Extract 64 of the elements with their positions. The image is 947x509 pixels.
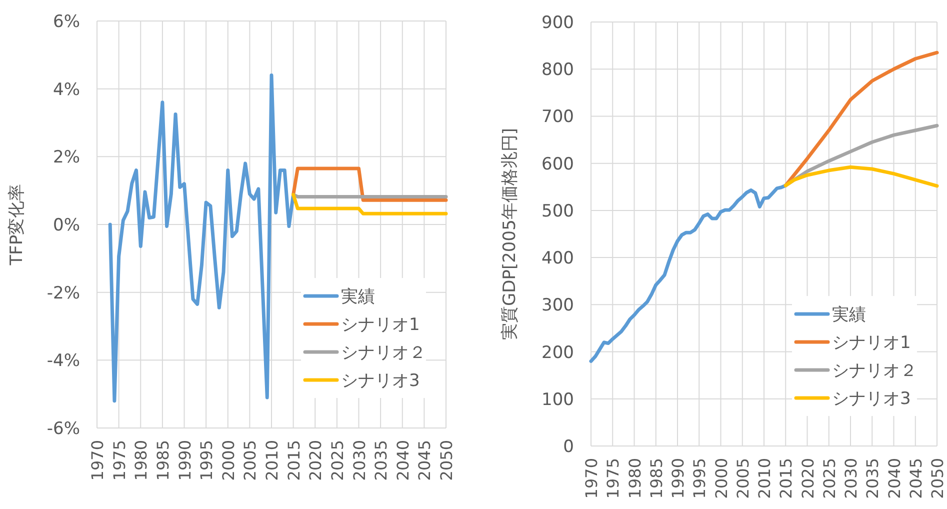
x-tick-label: 2050 [928,458,947,499]
x-tick-label: 1975 [604,458,623,499]
x-tick-label: 2020 [798,458,818,499]
x-tick-label: 2020 [306,440,326,481]
x-tick-label: 2025 [328,440,347,481]
y-axis-title: 実質GDP[2005年価格兆円] [500,128,520,340]
x-tick-label: 1970 [582,458,601,499]
x-tick-label: 2045 [415,440,434,481]
x-tick-label: 2000 [218,440,238,481]
x-tick-label: 2000 [712,458,731,499]
x-tick-label: 2050 [437,440,456,481]
legend-label: シナリオ3 [341,371,420,391]
y-tick-label: -4% [46,351,80,372]
line-series [589,184,788,363]
y-tick-label: 0% [53,216,80,236]
x-tick-label: 1990 [175,440,194,481]
legend-label: シナリオ1 [832,333,911,353]
x-tick-label: 2040 [884,458,904,499]
y-tick-label: 300 [542,296,574,316]
y-tick-label: 200 [542,342,574,363]
y-tick-label: 900 [542,13,574,33]
y-tick-label: -2% [46,283,80,304]
x-tick-label: 2010 [262,440,282,481]
y-axis-title: TFP変化率 [7,184,27,266]
x-tick-label: 2005 [733,458,752,499]
legend-label: シナリオ２ [832,361,917,381]
y-tick-label: 4% [53,80,80,100]
y-tick-label: 6% [53,12,80,32]
x-tick-label: 2045 [906,458,926,499]
legend-label: 実績 [832,305,866,325]
y-tick-label: 100 [542,390,574,410]
y-tick-label: 0 [563,437,574,457]
x-tick-label: 2025 [820,458,839,499]
y-tick-label: 500 [542,201,574,222]
x-tick-label: 1985 [153,440,172,481]
line-series [108,74,296,403]
x-tick-label: 1995 [197,440,216,481]
x-tick-label: 1970 [88,440,107,481]
x-tick-label: 1975 [110,440,129,481]
x-tick-label: 2015 [284,440,304,481]
x-tick-label: 1985 [646,458,666,499]
x-tick-label: 2035 [372,440,391,481]
x-tick-label: 2015 [776,458,796,499]
y-tick-label: 700 [542,107,574,128]
line-series [784,165,939,188]
x-tick-label: 2040 [393,440,412,481]
y-tick-label: 2% [53,148,80,168]
legend-label: シナリオ1 [341,315,420,335]
x-tick-label: 1995 [690,458,710,499]
y-tick-label: 400 [542,248,574,269]
x-tick-label: 2005 [240,440,260,481]
x-tick-label: 1980 [625,458,644,499]
x-tick-label: 2030 [350,440,369,481]
x-tick-label: 2030 [842,458,860,499]
x-tick-label: 1980 [132,440,151,481]
y-tick-label: 600 [542,154,574,174]
legend-label: シナリオ２ [341,343,426,363]
x-tick-label: 2035 [863,458,882,499]
x-tick-label: 1990 [668,458,688,499]
x-tick-label: 2010 [755,458,774,499]
y-tick-label: -6% [46,419,80,439]
y-tick-label: 800 [542,60,574,80]
legend-label: シナリオ3 [832,389,911,409]
legend-label: 実績 [341,287,375,307]
